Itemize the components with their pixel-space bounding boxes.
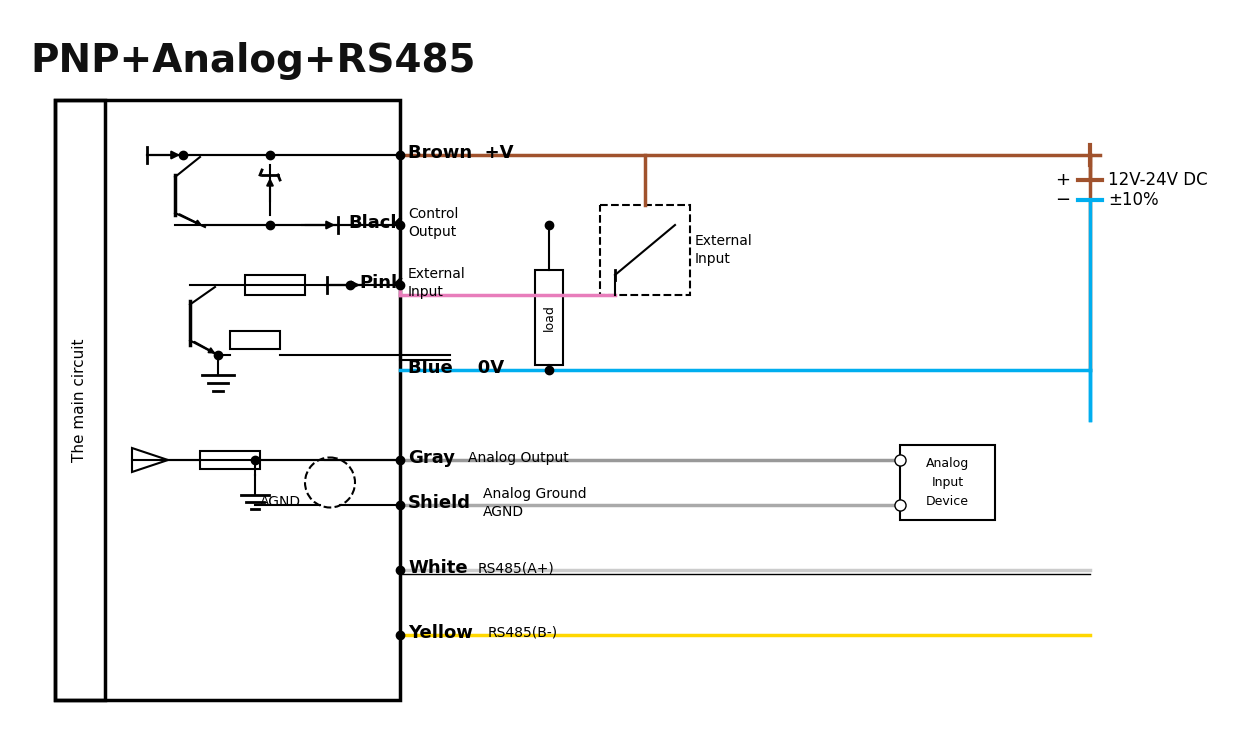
Text: Yellow: Yellow xyxy=(408,624,473,642)
Text: PNP+Analog+RS485: PNP+Analog+RS485 xyxy=(30,42,476,80)
Text: Control
Output: Control Output xyxy=(408,207,458,239)
Text: Gray: Gray xyxy=(408,449,454,467)
Text: Pink: Pink xyxy=(359,274,403,292)
Bar xyxy=(55,100,105,700)
Bar xyxy=(535,270,563,365)
Bar xyxy=(245,275,305,295)
Text: External
Input: External Input xyxy=(695,234,753,265)
Text: RS485(A+): RS485(A+) xyxy=(478,561,555,575)
Bar xyxy=(200,451,260,469)
Text: +: + xyxy=(1055,171,1069,189)
Text: Blue    0V: Blue 0V xyxy=(408,359,504,377)
Text: ±10%: ±10% xyxy=(1108,191,1159,209)
Text: External
Input: External Input xyxy=(408,268,466,299)
Text: Black: Black xyxy=(349,214,403,232)
Text: Analog
Input
Device: Analog Input Device xyxy=(926,457,969,508)
Text: load: load xyxy=(543,304,555,331)
Bar xyxy=(900,445,995,520)
Text: −: − xyxy=(1055,191,1069,209)
Text: Analog Ground
AGND: Analog Ground AGND xyxy=(483,487,586,519)
Bar xyxy=(230,331,280,349)
Text: Brown  +V: Brown +V xyxy=(408,144,513,162)
Text: Shield: Shield xyxy=(408,494,471,512)
Bar xyxy=(55,100,400,700)
Text: The main circuit: The main circuit xyxy=(72,339,87,461)
Text: 12V-24V DC: 12V-24V DC xyxy=(1108,171,1208,189)
Text: RS485(B-): RS485(B-) xyxy=(488,626,558,640)
Text: Analog Output: Analog Output xyxy=(468,451,569,465)
Bar xyxy=(600,205,690,295)
Text: White: White xyxy=(408,559,468,577)
Text: AGND: AGND xyxy=(260,495,301,509)
